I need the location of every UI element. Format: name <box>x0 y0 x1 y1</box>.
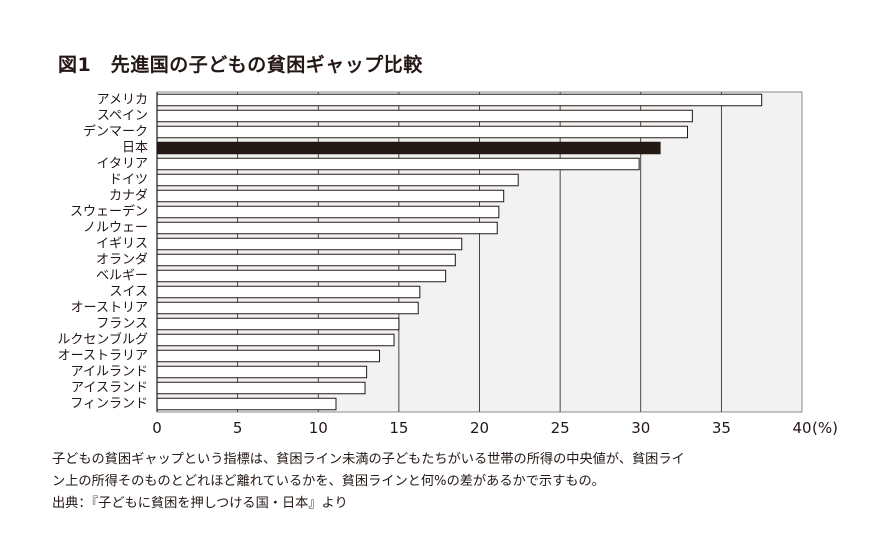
bar <box>156 205 500 219</box>
x-tick-label: 15 <box>389 419 408 437</box>
bar <box>156 221 498 235</box>
category-label: ノルウェー <box>83 221 148 236</box>
bar <box>156 269 447 283</box>
bar <box>156 173 519 187</box>
category-label: オーストリア <box>71 301 148 316</box>
x-tick-label: 5 <box>233 419 243 437</box>
x-tick-label: 30 <box>631 419 650 437</box>
x-tick-label: 20 <box>470 419 489 437</box>
category-label: ベルギー <box>96 269 148 284</box>
bar <box>156 381 366 395</box>
bar <box>156 365 368 379</box>
source-citation: 出典：『子どもに貧困を押しつける国・日本』より <box>52 496 348 511</box>
bar <box>156 189 505 203</box>
category-label: イタリア <box>97 157 148 172</box>
x-tick-label: 35 <box>712 419 731 437</box>
category-label: 日本 <box>122 141 148 156</box>
category-label: アメリカ <box>97 93 148 108</box>
category-label: アイルランド <box>71 365 148 380</box>
category-label: フランス <box>96 317 148 332</box>
x-tick-label: 0 <box>152 419 162 437</box>
category-label: スウェーデン <box>70 204 148 220</box>
x-tick-label: 25 <box>551 419 570 437</box>
category-label: アイスランド <box>71 381 148 396</box>
bar <box>156 93 763 107</box>
chart-title: 図1 先進国の子どもの貧困ギャップ比較 <box>58 54 423 76</box>
category-label: スイス <box>109 285 148 300</box>
bar <box>156 253 456 267</box>
bar <box>156 125 689 139</box>
x-tick-label: 10 <box>309 419 328 437</box>
bar <box>156 301 419 315</box>
x-tick-label: 40 <box>792 419 811 437</box>
category-label: カナダ <box>109 189 148 204</box>
category-label: フィンランド <box>70 397 148 412</box>
bar <box>156 237 463 251</box>
bar <box>156 349 381 363</box>
category-label: イギリス <box>96 237 148 252</box>
caption-line-1: 子どもの貧困ギャップという指標は、貧困ライン未満の子どもたちがいる世帯の所得の中… <box>52 452 685 467</box>
bar-highlight <box>156 141 661 155</box>
category-label: オランダ <box>96 253 148 268</box>
bar <box>156 317 400 331</box>
category-label: デンマーク <box>83 124 148 140</box>
category-label: ドイツ <box>109 173 148 188</box>
category-label: ルクセンブルグ <box>57 332 148 348</box>
category-label: スペイン <box>97 109 148 124</box>
x-unit-label: (%) <box>812 419 838 437</box>
caption-line-2: ン上の所得そのものとどれほど離れているかを、貧困ラインと何%の差があるかで示すも… <box>52 474 605 489</box>
category-label: オーストラリア <box>58 349 148 364</box>
bar <box>156 109 693 123</box>
bar <box>156 285 421 299</box>
bar <box>156 157 640 171</box>
bar <box>156 333 395 347</box>
bar <box>156 397 337 411</box>
